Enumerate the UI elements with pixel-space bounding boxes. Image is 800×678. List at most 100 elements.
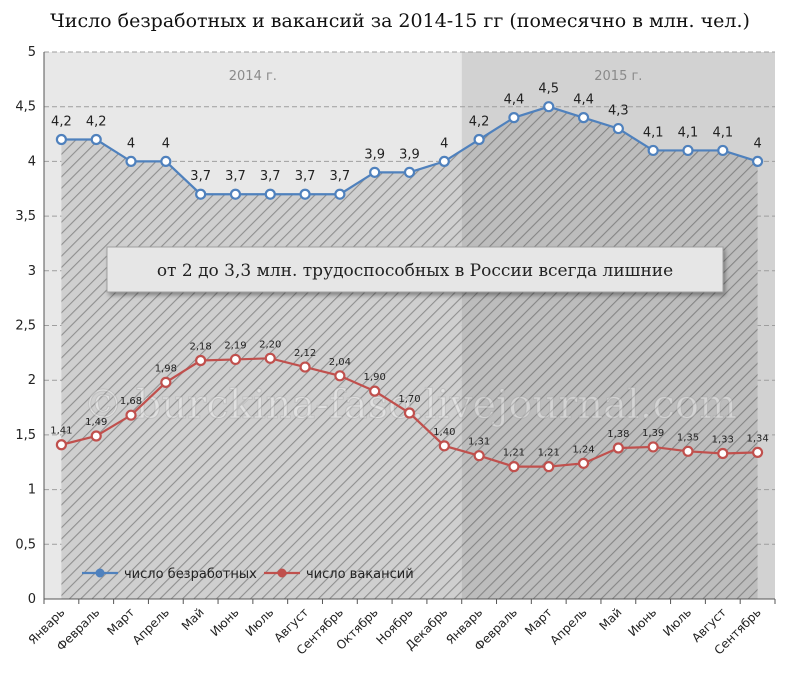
unemployed-data-label: 4,1 (678, 125, 699, 140)
unemployed-data-label: 4,2 (86, 115, 107, 130)
x-tick-label: Май (179, 605, 207, 633)
y-tick-label: 3 (28, 264, 36, 279)
unemployed-data-label: 4 (440, 136, 448, 151)
vacancies-data-label: 1,35 (677, 432, 699, 443)
unemployed-data-label: 4,5 (538, 82, 559, 97)
y-tick-label: 2,5 (15, 319, 36, 334)
y-tick-label: 0,5 (15, 537, 36, 552)
unemployed-point (195, 188, 207, 200)
y-tick-label: 1,5 (15, 428, 36, 443)
vacancies-point (438, 440, 450, 452)
vacancies-data-label: 2,18 (190, 342, 212, 353)
vacancies-point (125, 409, 137, 421)
annotation-text: от 2 до 3,3 млн. трудоспособных в России… (157, 261, 673, 281)
unemployed-point (125, 155, 137, 167)
x-tick-label: Апрель (130, 605, 172, 647)
y-tick-label: 1 (28, 483, 36, 498)
unemployed-point (299, 188, 311, 200)
unemployed-point (473, 133, 485, 146)
vacancies-point (403, 407, 416, 419)
unemployed-area-2015 (461, 106, 758, 599)
vacancies-point (55, 439, 68, 451)
unemployed-data-label: 3,9 (399, 147, 420, 162)
unemployed-point (55, 133, 68, 146)
vacancies-point (334, 370, 346, 382)
unemployed-data-label: 4,2 (51, 115, 72, 130)
unemployed-data-label: 4,2 (469, 115, 490, 130)
unemployed-data-label: 4 (127, 136, 135, 151)
vacancies-point (543, 461, 555, 473)
period-label-2014: 2014 г. (229, 69, 277, 84)
unemployed-point (264, 188, 276, 200)
vacancies-data-label: 1,40 (433, 427, 455, 438)
y-tick-label: 4,5 (15, 100, 36, 115)
x-tick-label: Май (597, 605, 625, 633)
legend-unemployed-marker (95, 568, 105, 578)
y-tick-label: 5 (28, 45, 36, 60)
unemployed-point (369, 166, 381, 178)
unemployed-point (334, 188, 346, 200)
legend-unemployed-label: число безработных (124, 567, 257, 582)
vacancies-point (473, 450, 485, 462)
unemployed-point (543, 101, 555, 113)
vacancies-data-label: 1,98 (155, 363, 177, 374)
vacancies-data-label: 1,90 (364, 372, 386, 383)
vacancies-data-label: 2,20 (259, 339, 281, 350)
unemployed-point (717, 144, 729, 157)
vacancies-data-label: 1,21 (538, 448, 560, 459)
x-tick-label: Июнь (625, 605, 659, 639)
vacancies-point (682, 445, 694, 457)
unemployed-point (160, 155, 172, 167)
vacancies-point (264, 352, 276, 364)
chart-title: Число безработных и вакансий за 2014-15 … (50, 10, 750, 32)
vacancies-data-label: 2,12 (294, 348, 316, 359)
unemployed-data-label: 3,7 (190, 169, 211, 184)
x-tick-label: Апрель (547, 605, 589, 647)
vacancies-point (160, 376, 172, 388)
y-tick-label: 2 (28, 373, 36, 388)
vacancies-point (229, 353, 242, 366)
y-tick-label: 0 (28, 592, 36, 607)
vacancies-data-label: 1,68 (120, 396, 142, 407)
unemployed-point (508, 112, 520, 124)
unemployed-data-label: 3,7 (330, 169, 351, 184)
vacancies-data-label: 1,21 (503, 448, 525, 459)
watermark: © burckina-faso.livejournal.com (83, 382, 737, 428)
vacancies-point (577, 457, 590, 469)
unemployed-point (751, 155, 764, 167)
annotation-box (106, 246, 724, 293)
unemployed-point (403, 166, 416, 178)
unemployed-point (647, 144, 659, 157)
unemployed-data-label: 4,1 (712, 125, 733, 140)
x-tick-label: Июнь (208, 605, 242, 639)
x-tick-label: Март (522, 605, 555, 638)
vacancies-data-label: 1,33 (712, 434, 734, 445)
unemployed-point (682, 144, 694, 157)
unemployed-data-label: 3,7 (225, 169, 246, 184)
unemployed-data-label: 4,1 (643, 125, 664, 140)
period-label-2015: 2015 г. (594, 69, 642, 84)
legend-vacancies-marker (277, 568, 287, 578)
vacancies-data-label: 1,39 (642, 428, 664, 439)
vacancies-point (90, 430, 102, 442)
y-tick-label: 3,5 (15, 209, 36, 224)
unemployed-data-label: 4,4 (573, 93, 594, 108)
vacancies-data-label: 1,34 (746, 433, 768, 444)
vacancies-point (612, 442, 624, 454)
vacancies-data-label: 2,19 (224, 340, 246, 351)
vacancies-point (195, 354, 207, 367)
vacancies-data-label: 1,41 (50, 426, 72, 437)
vacancies-point (717, 447, 729, 460)
vacancies-point (508, 461, 520, 473)
vacancies-data-label: 1,24 (572, 444, 594, 455)
vacancies-data-label: 1,70 (398, 394, 420, 405)
y-tick-label: 4 (28, 154, 36, 169)
legend-vacancies-label: число вакансий (306, 567, 414, 582)
vacancies-point (299, 361, 311, 373)
unemployed-data-label: 3,7 (260, 169, 281, 184)
unemployed-point (438, 155, 450, 167)
vacancies-data-label: 1,49 (85, 417, 107, 428)
vacancies-point (369, 385, 381, 397)
unemployed-data-label: 3,7 (295, 169, 316, 184)
